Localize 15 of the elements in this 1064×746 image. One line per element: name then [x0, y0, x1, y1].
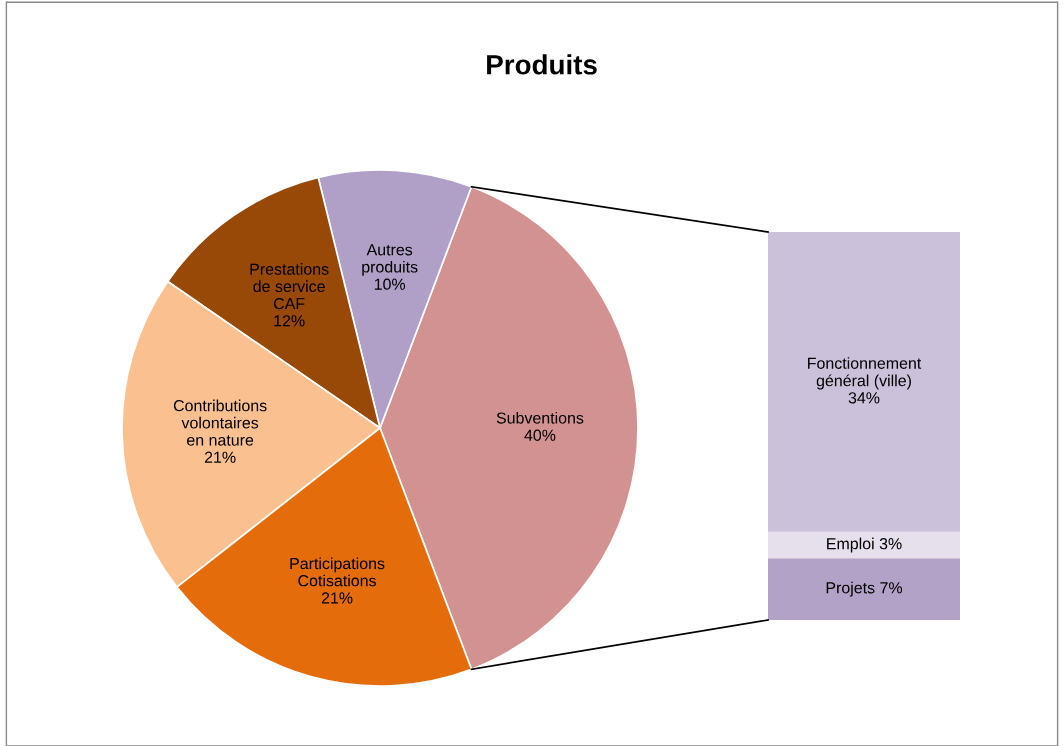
slice-label: Participations Cotisations	[290, 557, 385, 587]
slice-label: Subventions	[496, 411, 584, 424]
text: Projets 7%	[826, 581, 903, 597]
slice-label: Contributions volontaires en nature	[173, 399, 267, 446]
data-label: 10%	[374, 278, 406, 290]
series-label: Fonctionnement général (ville)	[808, 357, 922, 390]
chart-title: Produits	[487, 54, 597, 75]
data-label: 40%	[524, 429, 556, 441]
data-label: 12%	[274, 315, 305, 327]
slice-label: Prestations de service CAF	[250, 263, 329, 310]
slice-label: Autres produits	[362, 244, 418, 276]
data-label: 21%	[204, 451, 236, 463]
text: Emploi 3%	[827, 537, 902, 553]
data-label: 34%	[848, 392, 880, 404]
data-label: 21%	[321, 592, 353, 604]
